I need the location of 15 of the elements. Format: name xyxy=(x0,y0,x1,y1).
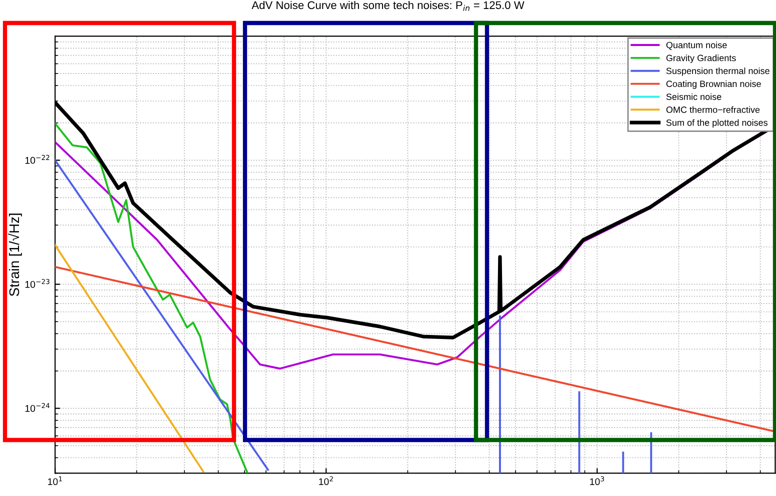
y-tick-label: 10$^{−23}$ xyxy=(25,278,50,288)
chart-title: AdV Noise Curve with some tech noises: P$_{in}$ = 125.0 W xyxy=(252,0,524,11)
legend-label: Gravity Gradients xyxy=(666,54,736,63)
y-axis-title: Strain [1/√Hz] xyxy=(8,214,22,296)
legend-label: Coating Brownian noise xyxy=(666,80,761,89)
x-tick-label: 10$^{1}$ xyxy=(48,476,62,486)
x-tick-label: 10$^{2}$ xyxy=(319,476,333,486)
legend-label: Quantum noise xyxy=(666,42,727,50)
legend-label: Seismic noise xyxy=(666,93,722,100)
y-tick-label: 10$^{−22}$ xyxy=(25,154,50,164)
y-tick-label: 10$^{−24}$ xyxy=(25,403,50,412)
legend-label: Sum of the plotted noises xyxy=(666,119,768,128)
legend-label: Suspension thermal noise xyxy=(666,67,770,76)
legend-label: OMC thermo−refractive xyxy=(666,106,760,113)
x-tick-label: 10$^{3}$ xyxy=(590,476,604,486)
